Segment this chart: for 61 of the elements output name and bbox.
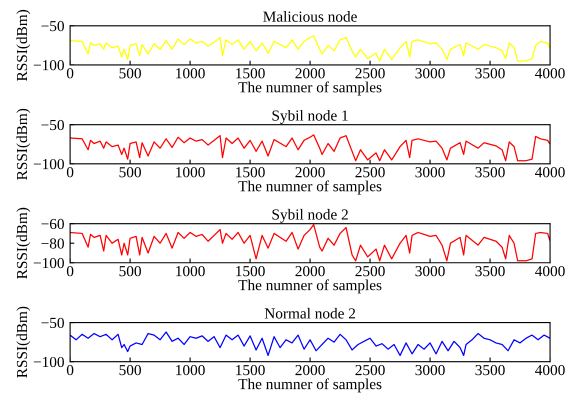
x-tick-label: 2000 — [295, 68, 325, 78]
x-tick-label: 3500 — [476, 68, 505, 78]
x-tick-label: 2500 — [355, 68, 385, 78]
line-series — [70, 224, 550, 262]
x-tick-label: 2000 — [295, 266, 325, 276]
x-tick-label: 2500 — [355, 364, 385, 376]
x-tick-label: 3000 — [416, 364, 445, 376]
x-tick-label: 500 — [120, 266, 141, 276]
x-tick-label: 500 — [120, 364, 141, 376]
x-tick-label: 4000 — [535, 266, 565, 276]
x-axis-title: The numner of samples — [238, 180, 382, 194]
x-tick-label: 1500 — [236, 364, 265, 376]
x-tick-label: 3000 — [416, 68, 445, 78]
chart-title: Normal node 2 — [264, 308, 356, 319]
x-tick-label: 4000 — [535, 167, 565, 178]
x-tick-label: 0 — [66, 364, 74, 376]
x-tick-label: 3500 — [476, 266, 505, 276]
y-tick-label: −80 — [41, 238, 64, 249]
y-tick-label: −60 — [41, 218, 64, 230]
y-axis-title: RSSI(dBm) — [16, 108, 30, 180]
x-tick-label: 0 — [66, 68, 74, 78]
y-tick-label: −50 — [41, 20, 64, 32]
y-axis-title: RSSI(dBm) — [16, 10, 30, 81]
x-tick-label: 2000 — [295, 167, 325, 178]
x-axis-title: The numner of samples — [238, 82, 382, 96]
line-series — [70, 35, 550, 62]
x-tick-label: 500 — [120, 68, 141, 78]
x-tick-label: 1500 — [236, 167, 265, 178]
y-axis-title: RSSI(dBm) — [16, 208, 30, 279]
chart-title: Sybil node 1 — [272, 110, 348, 124]
x-tick-label: 2500 — [355, 266, 385, 276]
x-tick-label: 3500 — [476, 364, 505, 376]
x-tick-label: 3000 — [416, 266, 445, 276]
x-tick-label: 3500 — [476, 167, 505, 178]
x-tick-label: 3000 — [416, 167, 445, 178]
x-tick-label: 1000 — [176, 364, 205, 376]
x-tick-label: 1000 — [176, 68, 205, 78]
x-axis-title: The numner of samples — [238, 279, 382, 294]
x-tick-label: 2000 — [295, 364, 325, 376]
x-tick-label: 1500 — [236, 68, 265, 78]
y-tick-label: −100 — [34, 258, 64, 268]
x-tick-label: 4000 — [535, 364, 565, 376]
x-tick-label: 1500 — [236, 266, 265, 276]
y-tick-label: −100 — [34, 158, 64, 170]
x-tick-label: 1000 — [176, 167, 205, 178]
line-series — [70, 331, 550, 356]
line-series — [70, 134, 550, 162]
x-tick-label: 500 — [120, 167, 141, 178]
x-tick-label: 4000 — [535, 68, 565, 78]
chart-title: Malicious node — [263, 11, 357, 22]
y-tick-label: −100 — [34, 60, 64, 70]
x-tick-label: 0 — [66, 266, 74, 276]
x-tick-label: 2500 — [355, 167, 385, 178]
x-axis-title: The numner of samples — [238, 378, 382, 392]
x-tick-label: 1000 — [176, 266, 205, 276]
y-tick-label: −50 — [41, 120, 64, 130]
y-tick-label: −50 — [41, 318, 64, 328]
chart-title: Sybil node 2 — [272, 208, 348, 223]
y-tick-label: −100 — [34, 356, 64, 368]
x-tick-label: 0 — [66, 167, 74, 178]
y-axis-title: RSSI(dBm) — [16, 306, 30, 378]
